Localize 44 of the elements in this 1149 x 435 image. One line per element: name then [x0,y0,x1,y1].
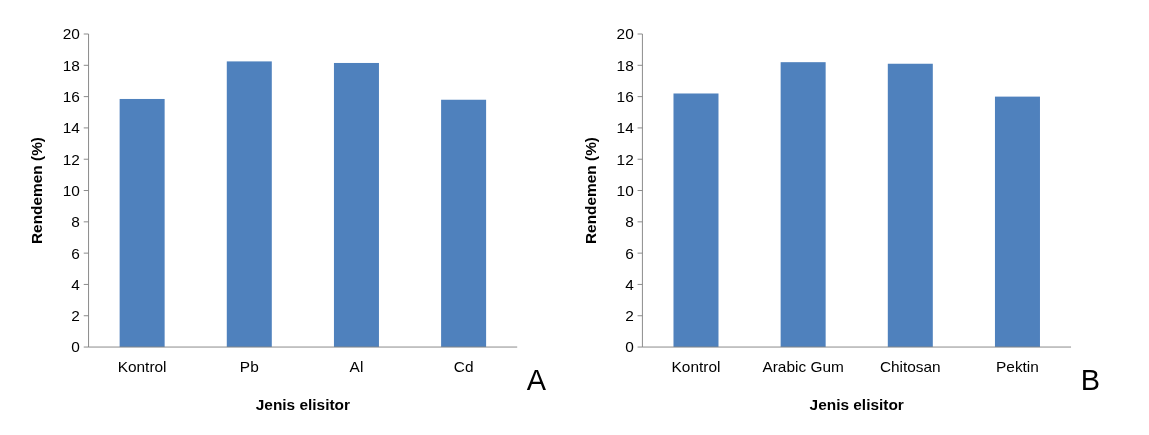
y-tick-label: 4 [71,275,81,293]
bar [887,63,933,348]
bar [226,61,272,348]
y-tick-label: 20 [62,25,80,43]
y-tick-label: 12 [62,150,80,168]
y-tick-label: 18 [62,56,80,74]
y-tick-label: 14 [616,119,635,137]
x-axis-title: Jenis elisitor [809,395,904,413]
x-tick-label: Kontrol [117,358,167,376]
text: B [1080,364,1100,397]
bar [994,96,1040,348]
x-tick-label: Arabic Gum [762,358,844,376]
x-tick-label: Al [349,358,364,376]
y-tick-label: 16 [616,88,634,106]
bar [119,98,165,348]
x-tick-label: Kontrol [671,358,721,376]
y-tick-label: 0 [71,338,80,356]
y-tick-label: 6 [71,244,80,262]
y-tick-label: 2 [625,307,634,325]
y-tick-label: 16 [62,88,80,106]
y-tick-label: 14 [62,119,81,137]
x-tick-label: Chitosan [879,358,941,376]
text: A [526,364,547,397]
y-tick-label: 20 [616,25,634,43]
y-tick-label: 8 [71,213,80,231]
y-tick-label: 8 [625,213,634,231]
y-tick-label: 4 [625,275,635,293]
y-tick-label: 2 [71,307,80,325]
y-tick-label: 10 [616,181,634,199]
y-tick-label: 6 [625,244,634,262]
y-axis-title: Rendemen (%) [28,137,46,245]
y-tick-label: 12 [616,150,634,168]
y-tick-label: 10 [62,181,80,199]
x-tick-label: Pektin [996,358,1039,376]
y-axis-title: Rendemen (%) [582,137,600,245]
bar [673,93,719,348]
y-tick-label: 0 [625,338,634,356]
bar [441,99,487,348]
x-tick-label: Cd [453,358,474,376]
bar [780,62,826,348]
x-tick-label: Pb [239,358,259,376]
x-axis-title: Jenis elisitor [255,395,350,413]
bar [333,62,379,348]
y-tick-label: 18 [616,56,634,74]
